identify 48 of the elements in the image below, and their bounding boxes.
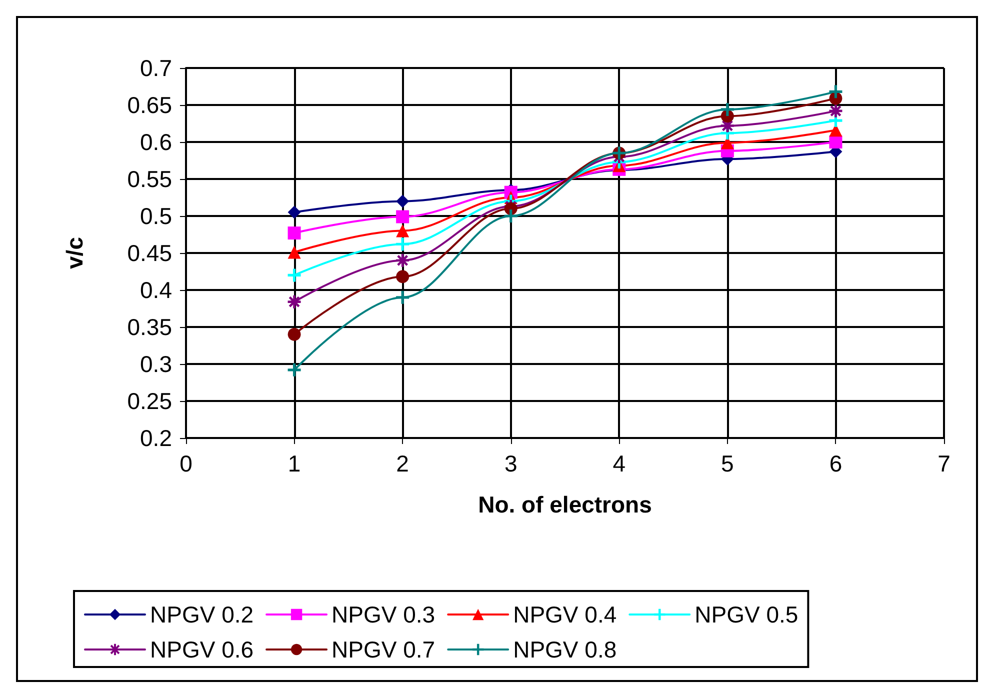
y-tick-label: 0.45: [127, 240, 172, 266]
y-tick-label: 0.3: [140, 351, 172, 377]
legend-label: NPGV 0.8: [513, 636, 617, 662]
point: [396, 224, 410, 238]
x-tick-label: 6: [829, 450, 842, 476]
point: [396, 290, 410, 304]
y-tick-label: 0.6: [140, 129, 172, 155]
y-axis-title: v/c: [62, 236, 88, 269]
x-tick-label: 0: [180, 450, 192, 476]
y-tick-label: 0.35: [127, 314, 172, 340]
legend-label: NPGV 0.5: [694, 602, 798, 628]
legend-label: NPGV 0.2: [150, 602, 254, 628]
point: [288, 268, 301, 282]
point: [829, 104, 842, 118]
point: [829, 136, 842, 148]
y-tick-label: 0.65: [127, 92, 172, 118]
legend-label: NPGV 0.7: [332, 636, 436, 662]
point: [288, 328, 301, 341]
point: [288, 363, 301, 376]
x-axis-title: No. of electrons: [478, 492, 652, 518]
point: [288, 226, 301, 240]
point: [288, 295, 301, 308]
point: [288, 206, 301, 219]
x-tick-label: 3: [504, 450, 518, 476]
point: [396, 194, 410, 208]
point: [504, 210, 518, 222]
point: [720, 102, 734, 116]
y-tick-label: 0.2: [140, 425, 172, 451]
y-tick-label: 0.25: [127, 388, 172, 414]
point: [288, 246, 301, 259]
x-tick-label: 2: [396, 450, 409, 476]
legend-label: NPGV 0.4: [513, 602, 617, 628]
x-tick-label: 4: [612, 450, 626, 476]
y-tick-label: 0.4: [140, 277, 172, 303]
legend-label: NPGV 0.6: [150, 636, 254, 662]
point: [396, 210, 410, 224]
x-tick-label: 1: [288, 450, 301, 476]
x-tick-label: 7: [938, 450, 950, 476]
y-tick-label: 0.5: [140, 203, 172, 229]
legend-label: NPGV 0.3: [332, 602, 436, 628]
point: [396, 254, 410, 267]
x-tick-label: 5: [721, 450, 734, 476]
point: [829, 85, 842, 98]
point: [396, 238, 410, 251]
point: [396, 270, 410, 284]
point: [720, 136, 734, 150]
y-tick-label: 0.55: [127, 166, 172, 192]
y-tick-label: 0.7: [140, 55, 172, 81]
